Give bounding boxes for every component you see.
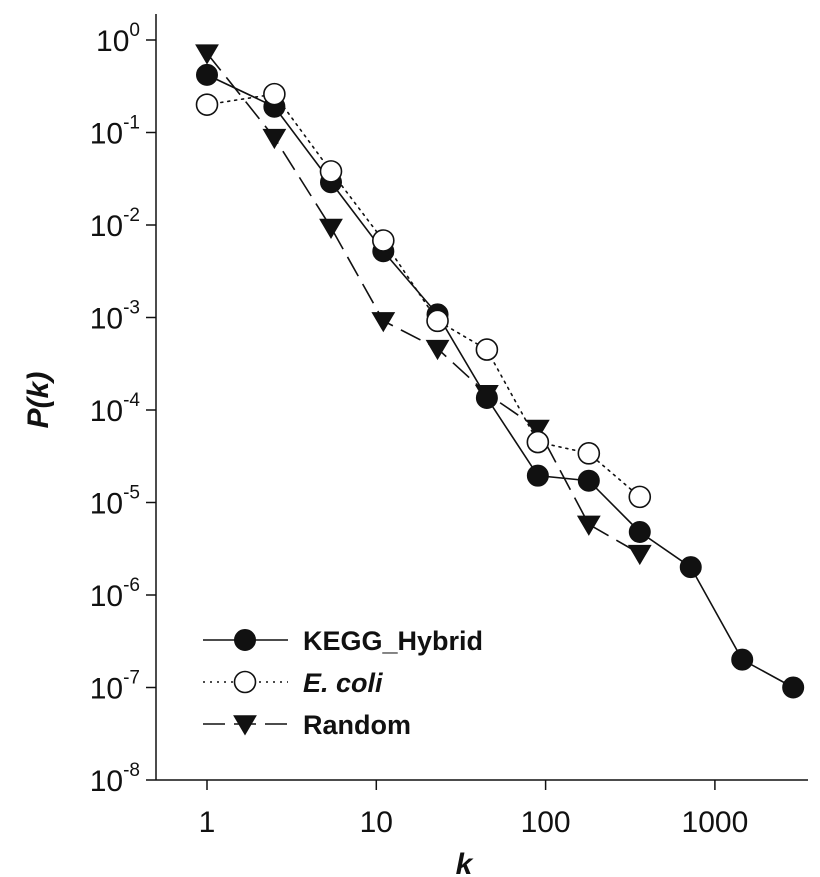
y-tick-label: 10-8 [90, 760, 140, 798]
data-point [263, 82, 286, 106]
series-line [206, 93, 641, 498]
x-axis-ticks: 1 10 100 1000 [199, 780, 749, 839]
x-tick-label: 10 [360, 806, 393, 839]
data-point [195, 93, 219, 116]
data-point [577, 469, 600, 492]
data-point [577, 442, 601, 465]
data-point [319, 218, 343, 239]
y-tick-label: 10-4 [90, 390, 141, 428]
series-line [206, 74, 794, 689]
legend-marker [233, 715, 257, 736]
data-point [526, 464, 549, 487]
y-tick-label: 10-5 [90, 483, 140, 521]
data-point [262, 128, 287, 150]
legend-label: KEGG_Hybrid [303, 626, 483, 656]
y-tick-label: 100 [96, 20, 140, 58]
data-point [372, 229, 395, 252]
legend-marker [234, 629, 256, 651]
x-tick-label: 1 [199, 806, 216, 839]
plot-area [155, 14, 808, 781]
legend-label: Random [303, 710, 411, 740]
legend-item: Random [203, 710, 411, 740]
data-point [475, 338, 499, 361]
legend-item: KEGG_Hybrid [203, 626, 483, 656]
data-point [628, 485, 652, 509]
y-tick-label: 10-1 [90, 113, 140, 151]
data-point [526, 430, 550, 454]
legend-marker [233, 670, 257, 694]
x-tick-label: 1000 [682, 806, 749, 839]
y-tick-label: 10-7 [90, 668, 140, 706]
data-point [426, 309, 449, 333]
legend-label: E. coli [303, 668, 383, 698]
data-point [319, 160, 343, 183]
data-point [627, 544, 652, 566]
data-point [782, 676, 805, 699]
data-point [425, 339, 450, 361]
series-e-coli [195, 82, 652, 509]
data-point [731, 648, 754, 671]
series-layer [195, 44, 805, 699]
data-point [195, 44, 219, 65]
y-tick-label: 10-3 [90, 298, 140, 336]
y-tick-label: 10-2 [90, 205, 140, 243]
data-point [576, 515, 601, 536]
data-point [679, 556, 702, 579]
y-axis-ticks: 100 10-1 10-2 10-3 10-4 10-5 10-6 10-7 10-8 [90, 20, 156, 798]
y-tick-label: 10-6 [90, 575, 140, 613]
x-tick-label: 100 [521, 806, 571, 839]
data-point [371, 312, 396, 333]
legend-item: E. coli [203, 668, 383, 698]
data-point [628, 520, 651, 543]
data-point [196, 63, 218, 86]
legend: KEGG_Hybrid E. coli Random [203, 626, 483, 740]
x-axis-title: k [456, 848, 474, 877]
y-axis-title: P(k) [22, 372, 55, 429]
data-point [475, 386, 498, 409]
data-point [525, 419, 550, 441]
